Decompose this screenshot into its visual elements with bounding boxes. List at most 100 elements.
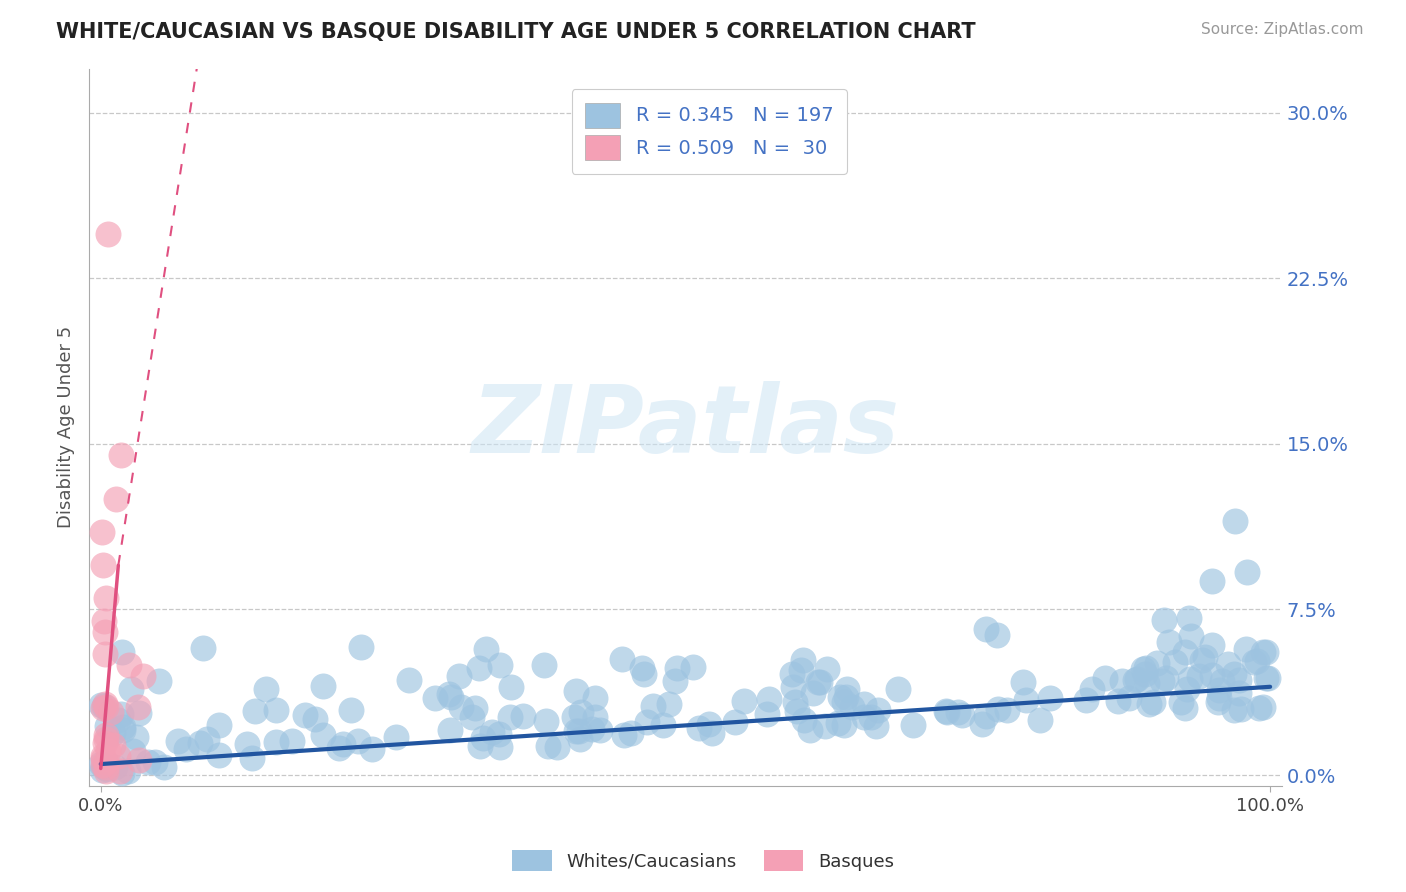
Point [1126,672,1149,686]
Point [93,614,115,628]
Point [97,227,120,241]
Point [91,757,114,772]
Point [997,703,1019,717]
Point [96,732,118,747]
Point [1257,671,1279,685]
Point [340,703,363,717]
Point [96,719,118,733]
Point [537,739,560,753]
Point [152,760,174,774]
Point [90,756,112,771]
Point [110,448,132,462]
Point [780,666,803,681]
Point [264,703,287,717]
Point [807,675,830,690]
Point [94,697,117,711]
Point [105,492,128,507]
Point [636,715,658,730]
Point [488,740,510,755]
Point [1146,656,1168,670]
Point [755,707,778,722]
Point [264,735,287,749]
Point [1076,693,1098,707]
Point [834,718,856,732]
Point [1246,655,1268,669]
Point [91,701,114,715]
Point [174,742,197,756]
Point [94,756,117,770]
Point [817,662,839,676]
Point [440,690,463,704]
Point [384,730,406,744]
Point [349,640,371,655]
Point [1223,667,1246,681]
Point [118,657,141,672]
Point [475,642,498,657]
Point [236,737,259,751]
Point [866,703,889,717]
Point [97,744,120,758]
Point [100,706,122,720]
Point [950,707,973,722]
Point [1111,673,1133,688]
Point [90,525,112,540]
Point [94,700,117,714]
Point [312,679,335,693]
Point [1012,675,1035,690]
Point [976,622,998,636]
Point [568,724,591,739]
Point [107,748,129,763]
Point [1135,661,1157,675]
Point [1201,638,1223,652]
Point [148,674,170,689]
Point [1236,565,1258,579]
Point [96,760,118,774]
Point [127,700,149,714]
Point [1243,655,1265,669]
Point [467,661,489,675]
Point [499,680,522,694]
Point [136,756,159,770]
Point [901,717,924,731]
Point [450,700,472,714]
Point [853,710,876,724]
Point [93,748,115,763]
Text: WHITE/CAUCASIAN VS BASQUE DISABILITY AGE UNDER 5 CORRELATION CHART: WHITE/CAUCASIAN VS BASQUE DISABILITY AGE… [56,22,976,42]
Point [361,742,384,756]
Point [832,695,855,709]
Point [125,731,148,745]
Point [583,710,606,724]
Point [1223,514,1246,528]
Y-axis label: Disability Age Under 5: Disability Age Under 5 [58,326,75,528]
Point [1150,673,1173,688]
Point [1188,669,1211,683]
Point [117,764,139,779]
Point [191,640,214,655]
Point [481,725,503,739]
Point [1178,673,1201,687]
Point [1153,613,1175,627]
Point [793,713,815,727]
Point [569,705,592,719]
Point [1230,702,1253,716]
Point [1251,700,1274,714]
Point [91,558,114,573]
Point [110,706,132,721]
Point [1256,645,1278,659]
Point [1191,653,1213,667]
Point [1123,673,1146,687]
Point [568,731,591,746]
Point [111,765,134,780]
Point [243,704,266,718]
Point [666,661,689,675]
Point [1133,666,1156,681]
Point [128,706,150,721]
Point [853,697,876,711]
Point [1107,694,1129,708]
Point [94,647,117,661]
Point [489,658,512,673]
Point [1201,574,1223,588]
Point [1039,691,1062,706]
Point [128,753,150,767]
Point [652,718,675,732]
